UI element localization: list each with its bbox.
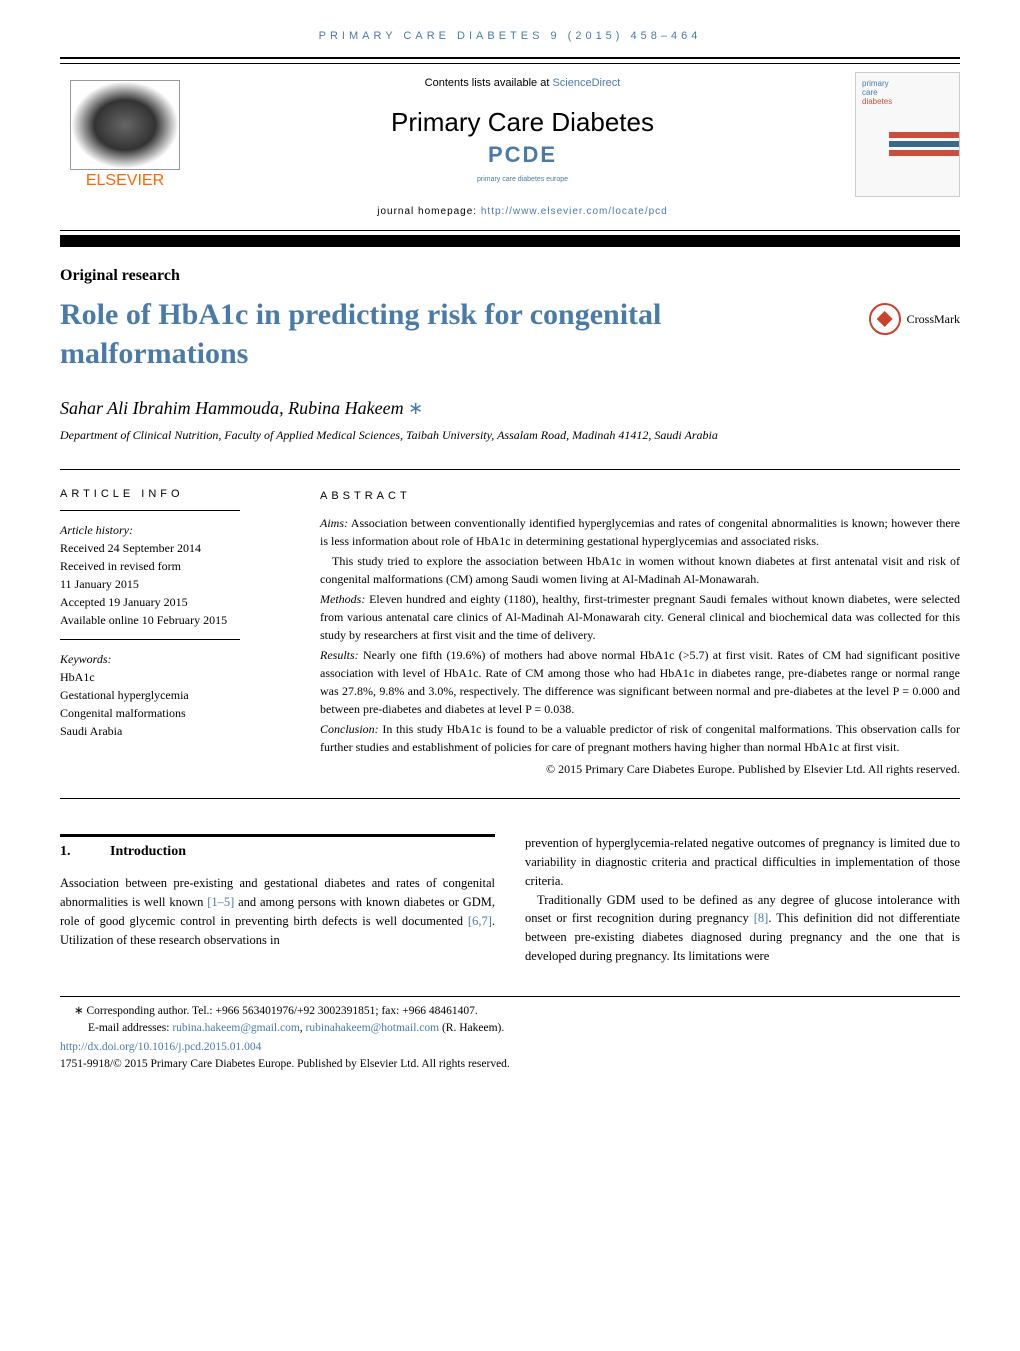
homepage-prefix: journal homepage: bbox=[377, 206, 481, 217]
keyword: HbA1c bbox=[60, 668, 290, 686]
masthead-center: Contents lists available at ScienceDirec… bbox=[190, 72, 855, 222]
keyword: Gestational hyperglycemia bbox=[60, 686, 290, 704]
citation-link[interactable]: [8] bbox=[754, 911, 769, 925]
issn-copyright: 1751-9918/© 2015 Primary Care Diabetes E… bbox=[60, 1056, 960, 1073]
elsevier-logo[interactable]: ELSEVIER bbox=[60, 72, 190, 197]
body-text: 1. Introduction Association between pre-… bbox=[60, 834, 960, 965]
results-text: Nearly one fifth (19.6%) of mothers had … bbox=[320, 648, 960, 716]
article-type: Original research bbox=[60, 267, 960, 285]
sciencedirect-link[interactable]: ScienceDirect bbox=[552, 77, 620, 89]
crossmark-label: CrossMark bbox=[907, 312, 960, 327]
keyword: Saudi Arabia bbox=[60, 722, 290, 740]
keywords-label: Keywords: bbox=[60, 652, 112, 666]
aims-text: Association between conventionally ident… bbox=[320, 516, 960, 548]
contents-available: Contents lists available at ScienceDirec… bbox=[200, 77, 845, 89]
thick-rule bbox=[60, 235, 960, 247]
online-date: Available online 10 February 2015 bbox=[60, 611, 290, 629]
methods-text: Eleven hundred and eighty (1180), health… bbox=[320, 592, 960, 642]
aims-label: Aims: bbox=[320, 516, 348, 530]
section-number: 1. bbox=[60, 841, 110, 862]
running-head: PRIMARY CARE DIABETES 9 (2015) 458–464 bbox=[0, 0, 1020, 57]
body-paragraph: Traditionally GDM used to be defined as … bbox=[525, 891, 960, 966]
citation-link[interactable]: [1–5] bbox=[207, 895, 234, 909]
article-title: Role of HbA1c in predicting risk for con… bbox=[60, 295, 849, 373]
email-link[interactable]: rubina.hakeem@gmail.com bbox=[172, 1022, 299, 1034]
info-heading: ARTICLE INFO bbox=[60, 488, 290, 500]
accepted-date: Accepted 19 January 2015 bbox=[60, 593, 290, 611]
authors: Sahar Ali Ibrahim Hammouda, Rubina Hakee… bbox=[60, 398, 960, 419]
cover-title: primary care diabetes bbox=[862, 79, 953, 106]
info-rule-2 bbox=[60, 639, 240, 640]
revised-date: Received in revised form bbox=[60, 557, 290, 575]
section-title: Introduction bbox=[110, 841, 186, 862]
masthead: ELSEVIER Contents lists available at Sci… bbox=[60, 63, 960, 231]
body-column-right: prevention of hyperglycemia-related nega… bbox=[525, 834, 960, 965]
email-line: E-mail addresses: rubina.hakeem@gmail.co… bbox=[60, 1020, 960, 1037]
footnotes: ∗ Corresponding author. Tel.: +966 56340… bbox=[60, 996, 960, 1074]
journal-cover-thumbnail[interactable]: primary care diabetes bbox=[855, 72, 960, 197]
revised-date-2: 11 January 2015 bbox=[60, 575, 290, 593]
journal-homepage: journal homepage: http://www.elsevier.co… bbox=[200, 206, 845, 217]
body-column-left: 1. Introduction Association between pre-… bbox=[60, 834, 495, 965]
elsevier-brand-text: ELSEVIER bbox=[86, 172, 164, 190]
pcde-logo: PCDE primary care diabetes europe bbox=[200, 142, 845, 186]
body-paragraph: Association between pre-existing and ges… bbox=[60, 874, 495, 949]
homepage-link[interactable]: http://www.elsevier.com/locate/pcd bbox=[481, 206, 668, 217]
abstract-heading: ABSTRACT bbox=[320, 488, 960, 505]
article-info: ARTICLE INFO Article history: Received 2… bbox=[60, 488, 290, 781]
cover-bar bbox=[889, 150, 959, 156]
cover-bar bbox=[889, 123, 959, 129]
received-date: Received 24 September 2014 bbox=[60, 539, 290, 557]
corresponding-author: ∗ Corresponding author. Tel.: +966 56340… bbox=[60, 1003, 960, 1020]
pcde-full: primary care diabetes europe bbox=[477, 176, 568, 183]
abstract-copyright: © 2015 Primary Care Diabetes Europe. Pub… bbox=[320, 760, 960, 778]
methods-label: Methods: bbox=[320, 592, 365, 606]
keyword: Congenital malformations bbox=[60, 704, 290, 722]
crossmark-badge[interactable]: CrossMark bbox=[869, 303, 960, 335]
conclusion-label: Conclusion: bbox=[320, 722, 379, 736]
contents-prefix: Contents lists available at bbox=[425, 77, 553, 89]
section-heading: 1. Introduction bbox=[60, 834, 495, 862]
authors-text: Sahar Ali Ibrahim Hammouda, Rubina Hakee… bbox=[60, 398, 404, 418]
cover-bars bbox=[889, 123, 959, 159]
email-link[interactable]: rubinahakeem@hotmail.com bbox=[306, 1022, 440, 1034]
cover-bar bbox=[889, 132, 959, 138]
history-label: Article history: bbox=[60, 523, 133, 537]
pcde-abbrev: PCDE bbox=[488, 142, 557, 167]
abstract: ABSTRACT Aims: Association between conve… bbox=[320, 488, 960, 781]
citation-link[interactable]: [6,7] bbox=[468, 914, 492, 928]
journal-name: Primary Care Diabetes bbox=[200, 107, 845, 138]
elsevier-tree-icon bbox=[70, 80, 180, 170]
crossmark-icon bbox=[869, 303, 901, 335]
aims-p2: This study tried to explore the associat… bbox=[320, 552, 960, 588]
results-label: Results: bbox=[320, 648, 359, 662]
affiliation: Department of Clinical Nutrition, Facult… bbox=[60, 427, 960, 444]
top-rule bbox=[60, 57, 960, 59]
doi-link[interactable]: http://dx.doi.org/10.1016/j.pcd.2015.01.… bbox=[60, 1041, 261, 1053]
corresponding-asterisk: ∗ bbox=[404, 398, 424, 418]
cover-bar bbox=[889, 141, 959, 147]
body-paragraph: prevention of hyperglycemia-related nega… bbox=[525, 834, 960, 890]
info-rule bbox=[60, 510, 240, 511]
conclusion-text: In this study HbA1c is found to be a val… bbox=[320, 722, 960, 754]
